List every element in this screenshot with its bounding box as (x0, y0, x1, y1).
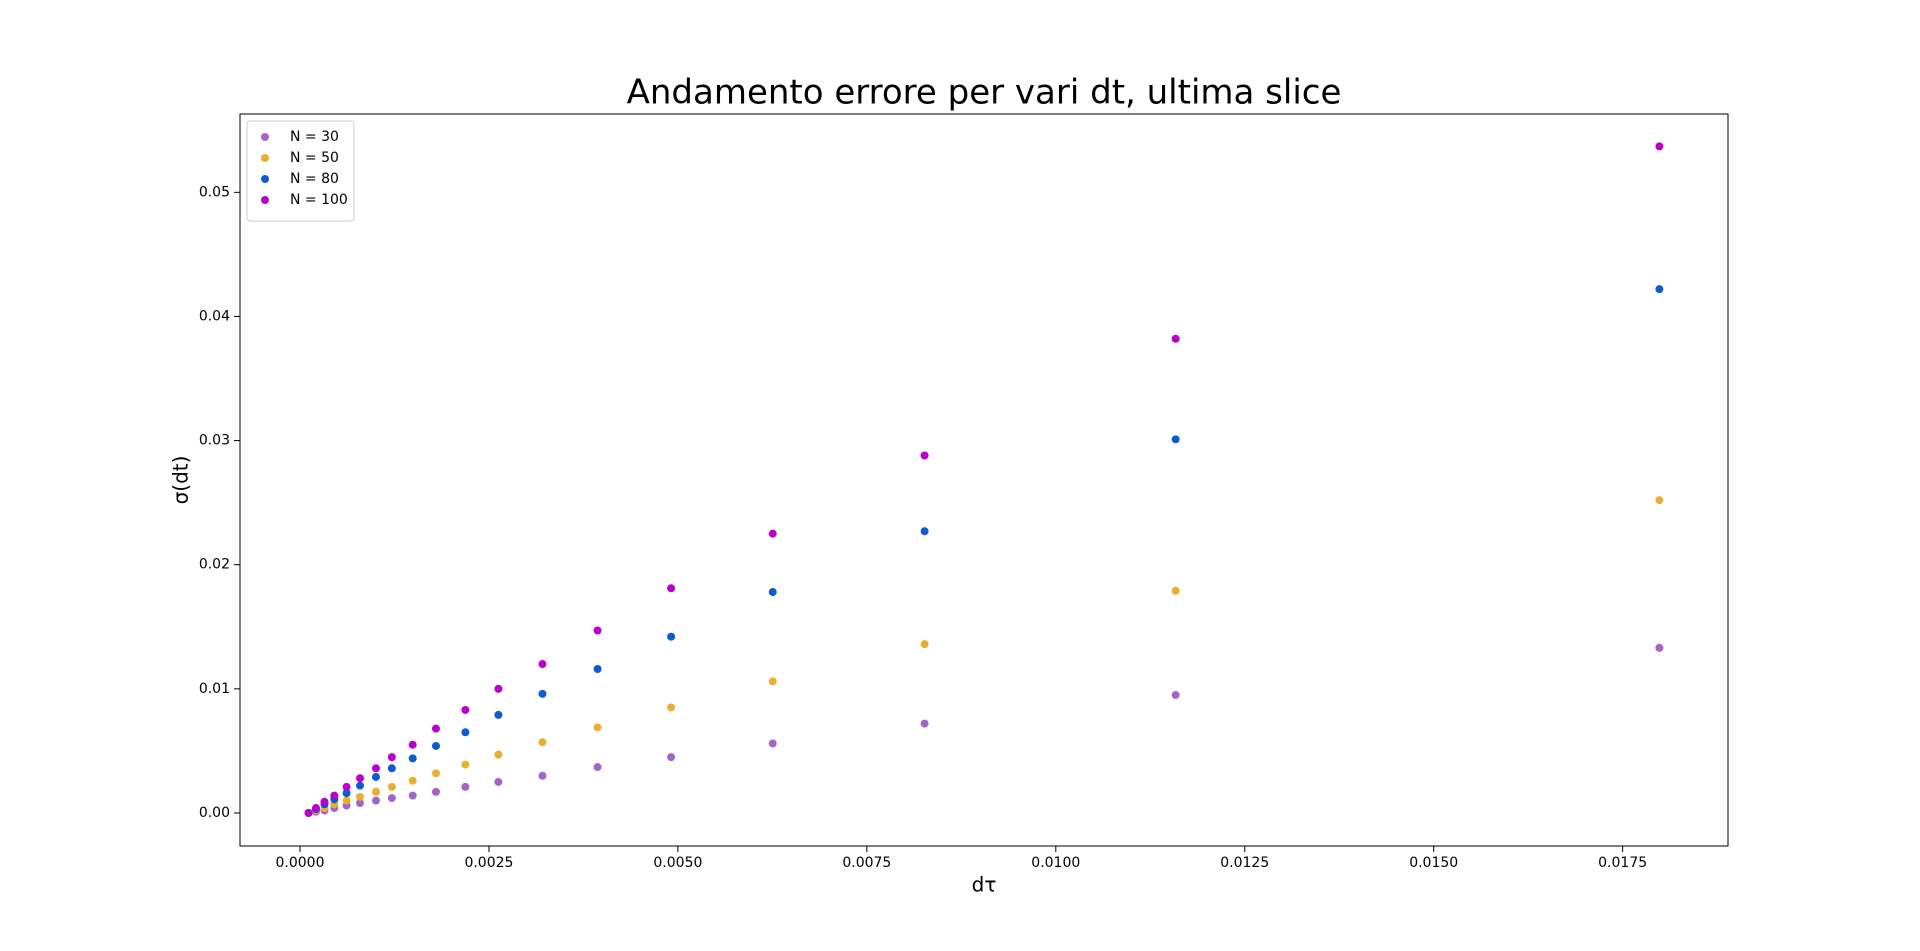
point (1171, 435, 1180, 444)
point (342, 796, 351, 805)
point (408, 791, 417, 800)
point (494, 684, 503, 693)
point (538, 771, 547, 780)
point (387, 782, 396, 791)
point (768, 588, 777, 597)
point (431, 741, 440, 750)
point (494, 777, 503, 786)
x-axis-label: dτ (972, 873, 997, 897)
point (920, 527, 929, 536)
point (371, 772, 380, 781)
point (431, 787, 440, 796)
point (538, 660, 547, 669)
y-tick-label: 0.00 (199, 805, 230, 821)
legend-label: N = 30 (290, 129, 339, 145)
legend-marker (261, 196, 269, 204)
point (768, 677, 777, 686)
point (1171, 586, 1180, 595)
point (431, 769, 440, 778)
point (920, 640, 929, 649)
y-tick-label: 0.02 (199, 557, 230, 573)
x-tick-label: 0.0150 (1409, 855, 1458, 871)
point (593, 723, 602, 732)
legend-marker (261, 175, 269, 183)
y-tick-label: 0.01 (199, 681, 230, 697)
point (1655, 285, 1664, 294)
point (408, 740, 417, 749)
point (461, 705, 470, 714)
point (387, 753, 396, 762)
point (593, 664, 602, 673)
point (461, 760, 470, 769)
point (1655, 142, 1664, 151)
y-tick-label: 0.03 (199, 433, 230, 449)
y-tick-label: 0.05 (199, 184, 230, 200)
point (304, 808, 313, 817)
point (356, 792, 365, 801)
point (1655, 496, 1664, 505)
point (356, 774, 365, 783)
x-tick-label: 0.0050 (653, 855, 702, 871)
point (920, 719, 929, 728)
point (371, 764, 380, 773)
point (408, 776, 417, 785)
point (667, 703, 676, 712)
point (330, 791, 339, 800)
point (342, 789, 351, 798)
point (593, 626, 602, 635)
point (387, 764, 396, 773)
point (768, 739, 777, 748)
point (494, 750, 503, 759)
point (342, 782, 351, 791)
point (593, 763, 602, 772)
x-tick-label: 0.0075 (842, 855, 891, 871)
point (431, 724, 440, 733)
point (371, 787, 380, 796)
point (311, 804, 320, 813)
x-tick-label: 0.0100 (1031, 855, 1080, 871)
point (320, 797, 329, 806)
legend-marker (261, 133, 269, 141)
point (494, 710, 503, 719)
point (920, 451, 929, 460)
point (538, 689, 547, 698)
x-tick-label: 0.0000 (276, 855, 325, 871)
legend-label: N = 50 (290, 150, 339, 166)
point (461, 782, 470, 791)
point (667, 632, 676, 641)
point (1171, 334, 1180, 343)
point (667, 584, 676, 593)
x-tick-label: 0.0025 (464, 855, 513, 871)
point (356, 781, 365, 790)
point (667, 753, 676, 762)
y-tick-label: 0.04 (199, 308, 230, 324)
point (461, 728, 470, 737)
point (1655, 643, 1664, 652)
point (371, 796, 380, 805)
x-tick-label: 0.0175 (1598, 855, 1647, 871)
legend-box (246, 120, 355, 222)
legend-label: N = 80 (290, 171, 339, 187)
legend-marker (261, 154, 269, 162)
point (356, 799, 365, 808)
x-tick-label: 0.0125 (1220, 855, 1269, 871)
point (768, 529, 777, 538)
plot-frame (239, 113, 1729, 847)
point (408, 754, 417, 763)
point (1171, 691, 1180, 700)
point (387, 794, 396, 803)
legend-label: N = 100 (290, 192, 348, 208)
chart-title: Andamento errore per vari dt, ultima sli… (627, 73, 1342, 113)
point (538, 738, 547, 747)
y-axis-label: σ(dt) (169, 456, 193, 505)
